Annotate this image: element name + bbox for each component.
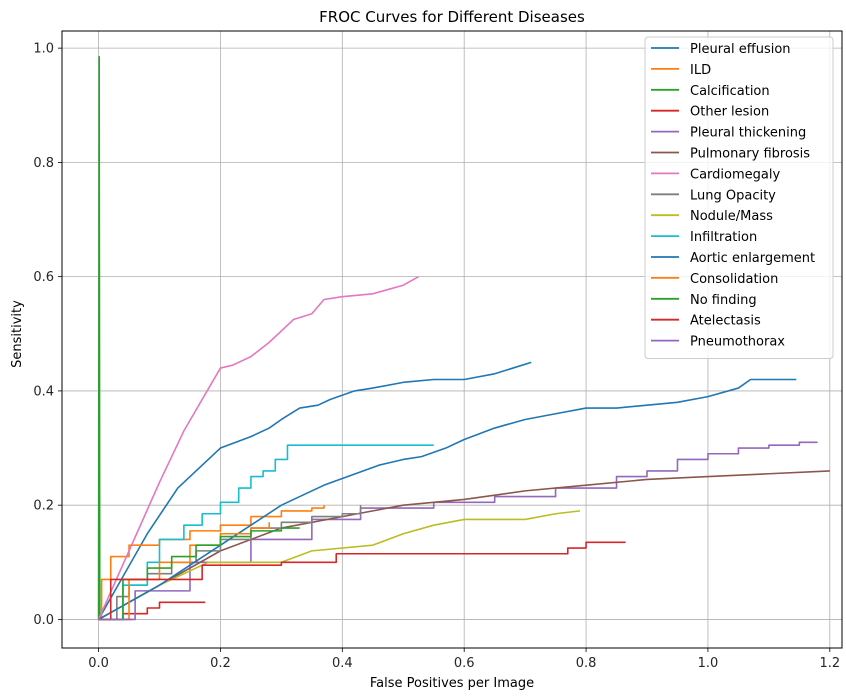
series-line-infiltration xyxy=(98,444,434,621)
legend-label: No finding xyxy=(690,293,757,308)
series-line-pulmonary-fibrosis xyxy=(98,470,830,621)
series-lines xyxy=(97,55,830,621)
series-line-nodule-mass xyxy=(98,510,581,621)
legend-label: Pleural effusion xyxy=(690,42,791,57)
series-line-cardiomegaly xyxy=(97,275,419,620)
x-tick-label: 0.4 xyxy=(332,656,353,671)
legend-label: Pneumothorax xyxy=(690,335,785,350)
series-line-atelectasis xyxy=(98,541,626,621)
legend-label: Pulmonary fibrosis xyxy=(690,147,810,162)
legend-label: Pleural thickening xyxy=(690,126,806,141)
x-tick-label: 0.0 xyxy=(88,656,109,671)
x-tick-label: 0.8 xyxy=(576,656,597,671)
x-tick-label: 1.0 xyxy=(698,656,719,671)
legend-label: Other lesion xyxy=(690,105,769,120)
axis-ticks: 0.0 0.2 0.4 0.6 0.8 1.0 1.2 0.0 0.2 0.4 0.6 0.8 1.0 xyxy=(33,42,840,671)
legend: Pleural effusion ILD Calcification Other le… xyxy=(644,36,834,359)
legend-label: Calcification xyxy=(690,84,770,99)
legend-label: Infiltration xyxy=(690,230,757,245)
legend-label: Atelectasis xyxy=(690,314,761,329)
y-tick-label: 0.2 xyxy=(33,499,54,514)
y-tick-label: 0.6 xyxy=(33,270,54,285)
legend-box xyxy=(644,36,834,359)
legend-label: Cardiomegaly xyxy=(690,167,780,182)
plot-frame xyxy=(61,30,843,649)
series-line-aortic-enlargement xyxy=(98,378,797,621)
series-group xyxy=(97,55,830,621)
series-line-ild xyxy=(98,505,325,621)
legend-label: Consolidation xyxy=(690,272,778,287)
series-line-pleural-effusion xyxy=(97,361,532,620)
x-axis-title: False Positives per Image xyxy=(370,676,534,691)
x-tick-label: 1.2 xyxy=(819,656,840,671)
x-tick-label: 0.2 xyxy=(210,656,231,671)
legend-label: ILD xyxy=(690,63,711,78)
y-tick-label: 0.4 xyxy=(33,384,54,399)
legend-label: Nodule/Mass xyxy=(690,209,773,224)
y-tick-label: 0.0 xyxy=(33,613,54,628)
x-tick-label: 0.6 xyxy=(454,656,475,671)
y-tick-label: 1.0 xyxy=(33,42,54,57)
y-axis-title: Sensitivity xyxy=(10,300,25,368)
chart-title: FROC Curves for Different Diseases xyxy=(319,8,585,26)
legend-label: Aortic enlargement xyxy=(690,251,815,266)
y-tick-label: 0.8 xyxy=(33,156,54,171)
series-line-pleural-thickening xyxy=(98,441,818,621)
legend-label: Lung Opacity xyxy=(690,188,776,203)
series-line-calcification xyxy=(97,55,101,620)
